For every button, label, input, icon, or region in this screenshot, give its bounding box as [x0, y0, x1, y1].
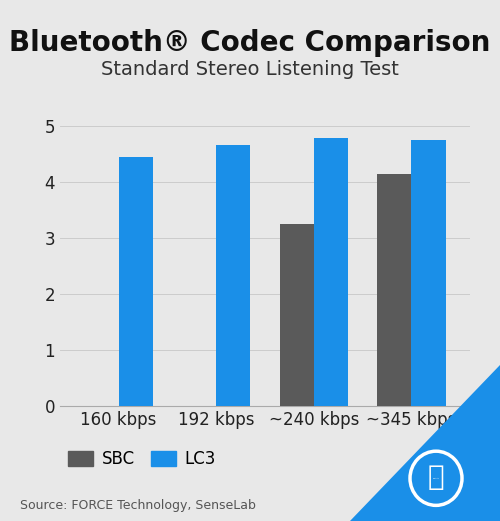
Bar [412, 140, 446, 406]
Text: Bluetooth: Bluetooth [432, 478, 440, 479]
Bar [314, 138, 348, 406]
Text: Standard Stereo Listening Test: Standard Stereo Listening Test [101, 60, 399, 79]
Bar [118, 157, 152, 406]
Text: Bluetooth® Codec Comparison: Bluetooth® Codec Comparison [10, 29, 490, 57]
Text: Source: FORCE Technology, SenseLab: Source: FORCE Technology, SenseLab [20, 499, 256, 512]
Bar [280, 224, 314, 406]
Text: ⮷: ⮷ [428, 463, 444, 491]
Bar [378, 173, 412, 406]
Legend: SBC, LC3: SBC, LC3 [68, 450, 216, 468]
Bar [216, 145, 250, 406]
